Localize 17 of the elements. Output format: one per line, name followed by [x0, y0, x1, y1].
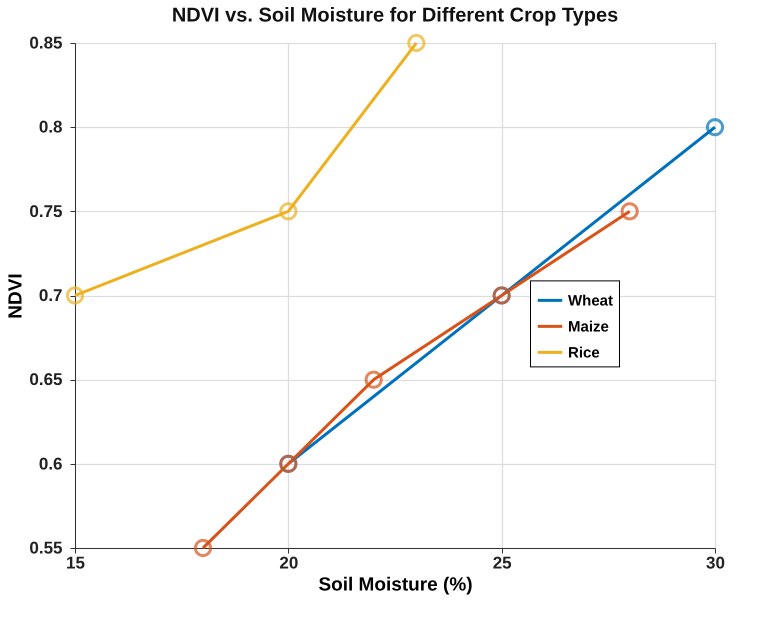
y-tick-label: 0.55	[29, 538, 62, 558]
y-tick-label: 0.65	[29, 370, 62, 390]
y-axis-title: NDVI	[5, 273, 26, 319]
x-axis-title: Soil Moisture (%)	[318, 574, 473, 596]
x-tick-label: 20	[279, 554, 298, 572]
x-tick-label: 15	[66, 554, 85, 572]
legend-label: Wheat	[568, 292, 614, 310]
legend-label: Maize	[568, 318, 609, 336]
x-tick-label: 25	[492, 554, 512, 572]
legend-label: Rice	[568, 344, 600, 362]
y-tick-label: 0.8	[38, 118, 62, 137]
y-tick-label: 0.7	[38, 286, 62, 305]
y-tick-label: 0.75	[29, 202, 62, 221]
x-tick-label: 30	[706, 554, 725, 572]
y-tick-label: 0.85	[29, 34, 62, 52]
chart-title: NDVI vs. Soil Moisture for Different Crop Types	[172, 4, 618, 26]
y-tick-label: 0.6	[38, 454, 62, 474]
